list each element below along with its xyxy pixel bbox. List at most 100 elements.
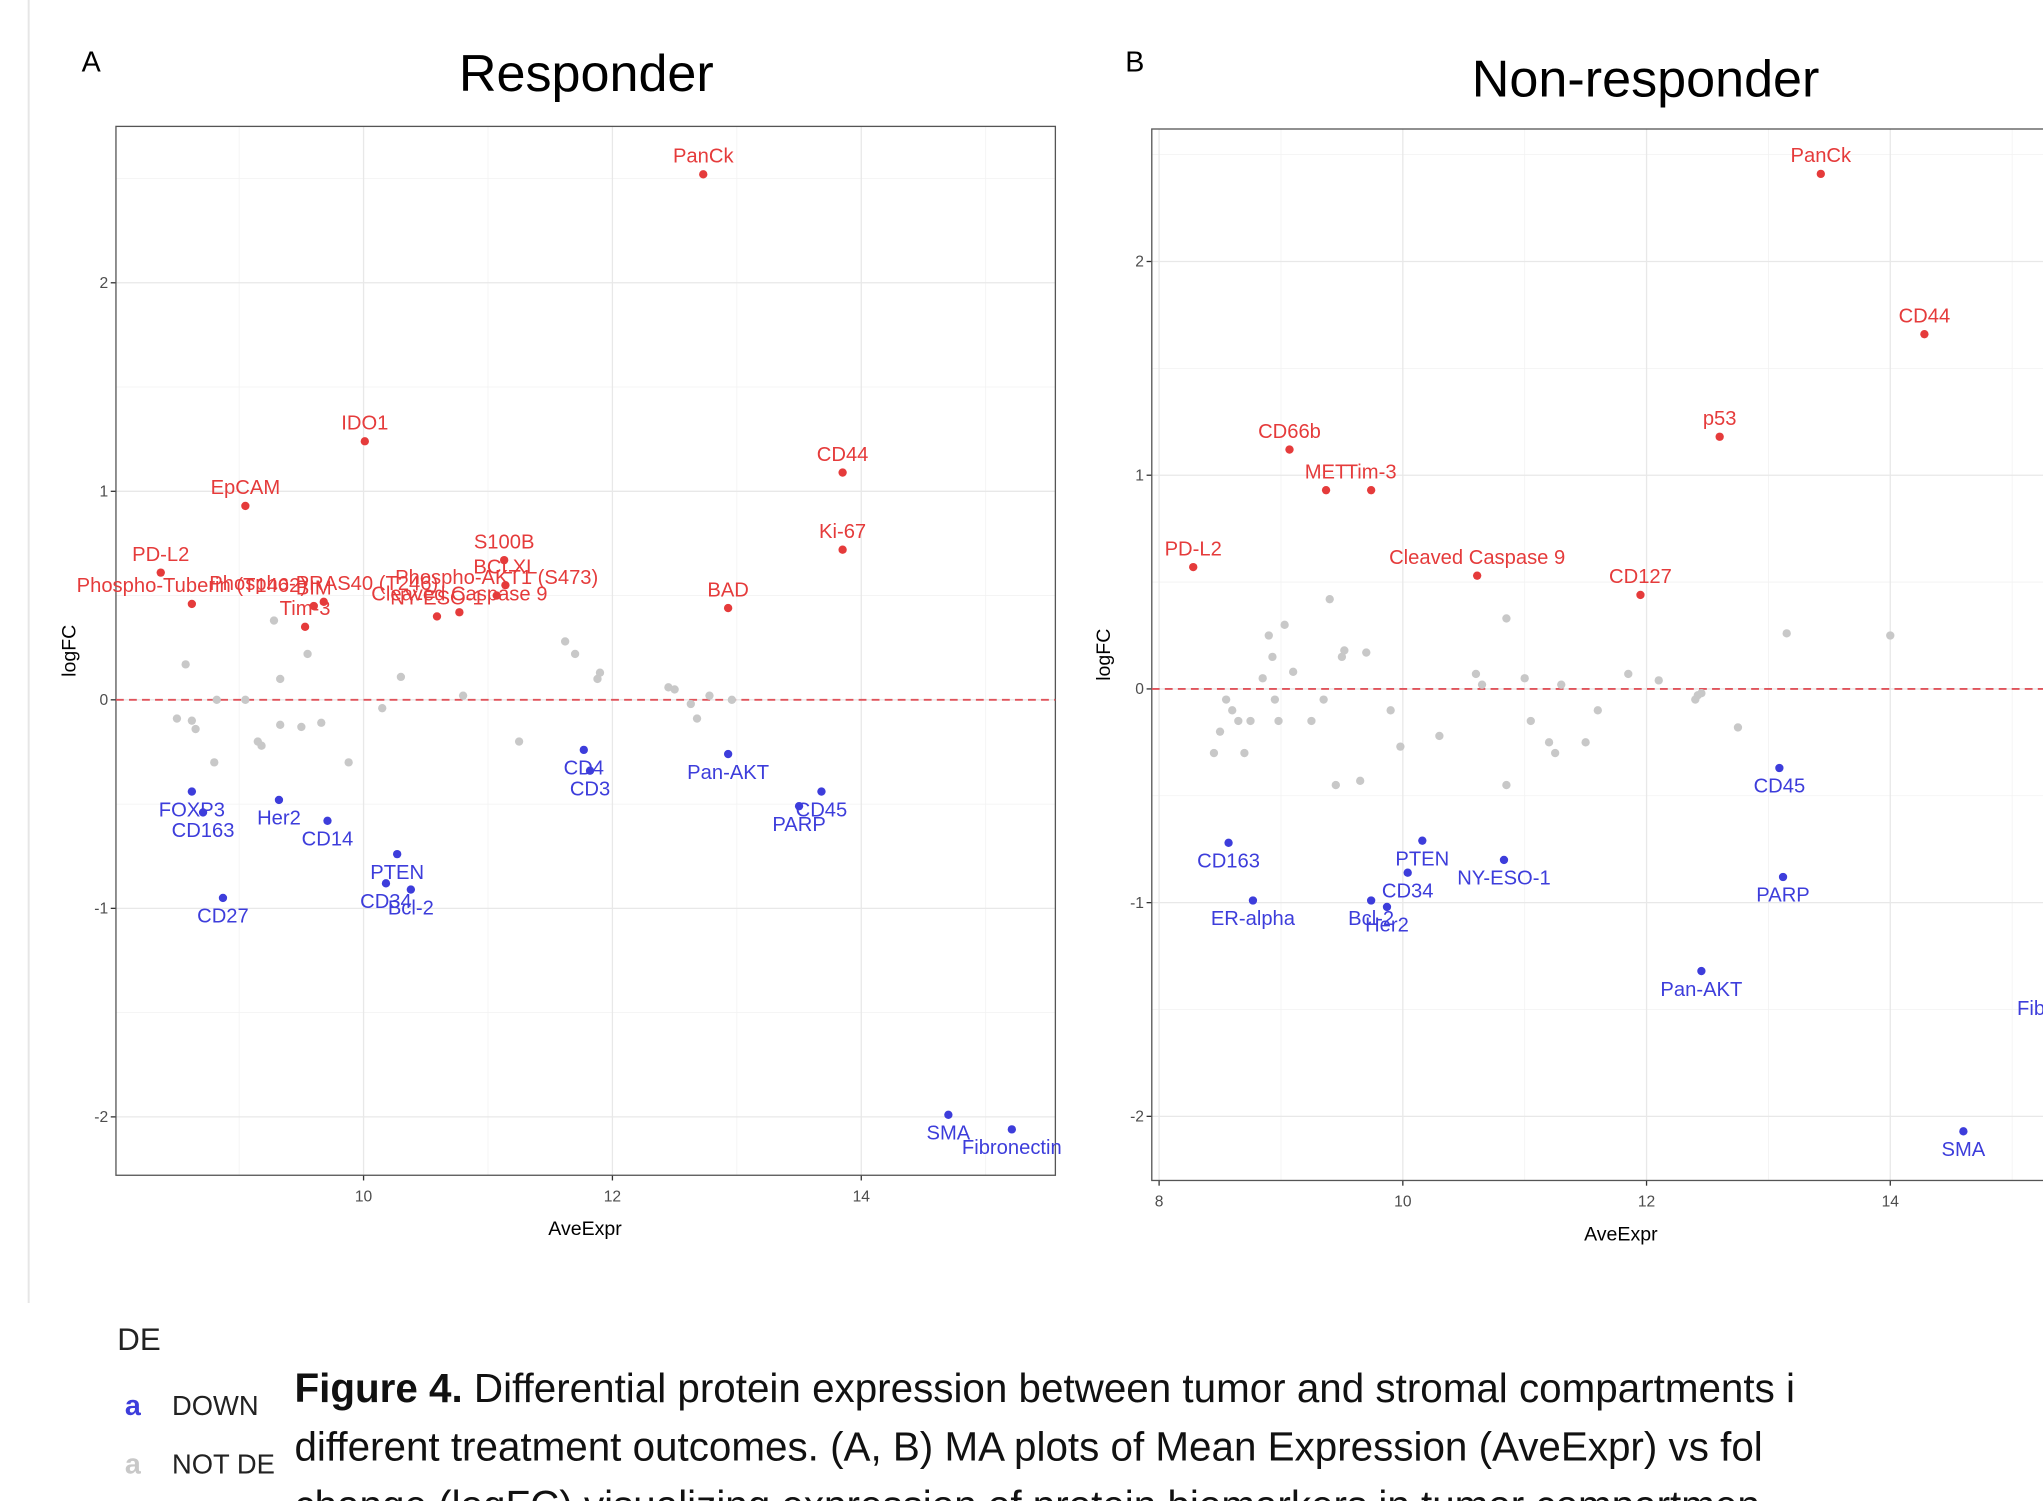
legend-label: DOWN [172, 1390, 259, 1421]
point-label: CD14 [302, 829, 354, 851]
y-tick-label: 0 [99, 692, 108, 709]
x-tick-label: 8 [1155, 1194, 1164, 1211]
data-point [1920, 329, 1929, 339]
data-point [210, 758, 219, 767]
data-point [1356, 776, 1365, 785]
data-point [1697, 689, 1706, 698]
data-point [1782, 629, 1791, 638]
y-tick-label: 1 [1135, 467, 1144, 484]
point-label: S100B [474, 531, 535, 553]
data-point [1697, 966, 1706, 976]
point-label: Pan-AKT [687, 762, 769, 784]
data-point [218, 893, 228, 903]
point-label: CD127 [1609, 566, 1672, 588]
data-point [1654, 676, 1663, 685]
data-point [794, 802, 804, 811]
caption-text: Differential protein expression between … [463, 1365, 1795, 1411]
data-point [1366, 896, 1376, 905]
y-tick-label: 1 [99, 484, 108, 501]
y-tick-label: 0 [1135, 681, 1144, 698]
data-point [585, 766, 595, 775]
point-label: CD34 [360, 891, 412, 913]
data-point [1264, 631, 1273, 640]
data-point [595, 668, 605, 677]
data-point [1325, 594, 1334, 604]
data-point [396, 672, 406, 682]
data-point [727, 695, 737, 704]
chart-title: Non-responder [1472, 50, 1820, 108]
data-point [1340, 646, 1349, 655]
data-point [492, 591, 501, 600]
data-point [1778, 872, 1788, 882]
legend-title: DE [117, 1322, 160, 1357]
data-point [1520, 674, 1529, 683]
point-label: PARP [1756, 885, 1809, 907]
data-point [303, 649, 312, 659]
point-label: CD45 [796, 799, 848, 821]
data-point [1224, 838, 1233, 847]
data-point [1189, 562, 1198, 572]
data-point [723, 603, 733, 613]
legend-key: a [125, 1449, 142, 1481]
point-label: Bcl-2 [1348, 908, 1394, 930]
data-point [1246, 716, 1255, 726]
data-point [723, 749, 733, 759]
data-point [344, 758, 353, 767]
x-tick-label: 14 [853, 1188, 871, 1205]
data-point [257, 741, 266, 750]
data-point [323, 816, 332, 825]
data-point [458, 691, 468, 700]
data-point [455, 608, 464, 617]
point-label: PTEN [370, 862, 424, 884]
data-point [297, 722, 306, 732]
y-tick-label: -2 [1130, 1109, 1144, 1126]
x-axis-label: AveExpr [548, 1218, 622, 1240]
point-label: PD-L2 [1165, 538, 1222, 560]
point-label: p53 [1703, 408, 1737, 430]
data-point [1418, 836, 1427, 845]
data-point [1362, 648, 1371, 657]
data-point [1581, 738, 1590, 747]
y-tick-label: -1 [1130, 895, 1144, 912]
data-point [1270, 695, 1280, 704]
data-point [317, 718, 326, 727]
data-point [699, 170, 708, 179]
data-point [1366, 486, 1376, 495]
point-label: CD163 [1197, 851, 1260, 873]
point-label: CD27 [197, 906, 249, 928]
data-point [1319, 695, 1328, 704]
y-tick-label: 2 [99, 275, 108, 292]
plot-border [115, 125, 1057, 1176]
data-point [191, 724, 200, 734]
y-tick-label: -1 [94, 901, 108, 918]
point-label: Pan-AKT [1660, 979, 1742, 1001]
caption-line: Figure 4. Differential protein expressio… [294, 1365, 1795, 1411]
point-label: Phospho-PRAS40 (T246) [209, 573, 438, 595]
data-point [274, 795, 284, 805]
data-point [198, 808, 208, 817]
data-point [1396, 742, 1405, 751]
data-point [187, 599, 197, 609]
data-point [1959, 1127, 1968, 1136]
point-label: Phospho-Tuberin (T1462) [77, 575, 307, 597]
point-label: Fibronectin [2017, 998, 2043, 1020]
point-label: FOXP3 [159, 799, 225, 821]
x-tick-label: 10 [1394, 1194, 1412, 1211]
point-label: CD44 [817, 444, 869, 466]
data-point [1733, 723, 1743, 732]
data-point [378, 703, 387, 713]
y-tick-label: 2 [1135, 254, 1144, 271]
caption-line: change (logFC) visualizing expression of… [294, 1482, 1759, 1501]
data-point [1221, 695, 1231, 704]
point-label: EpCAM [211, 477, 281, 499]
data-point [432, 612, 442, 621]
point-label: SMA [926, 1123, 970, 1145]
data-point [838, 468, 847, 477]
point-label: CD66b [1258, 421, 1321, 443]
caption-label: Figure 4. [294, 1365, 462, 1411]
point-label: PARP [772, 814, 825, 836]
data-point [1715, 432, 1724, 441]
data-point [1775, 763, 1784, 773]
